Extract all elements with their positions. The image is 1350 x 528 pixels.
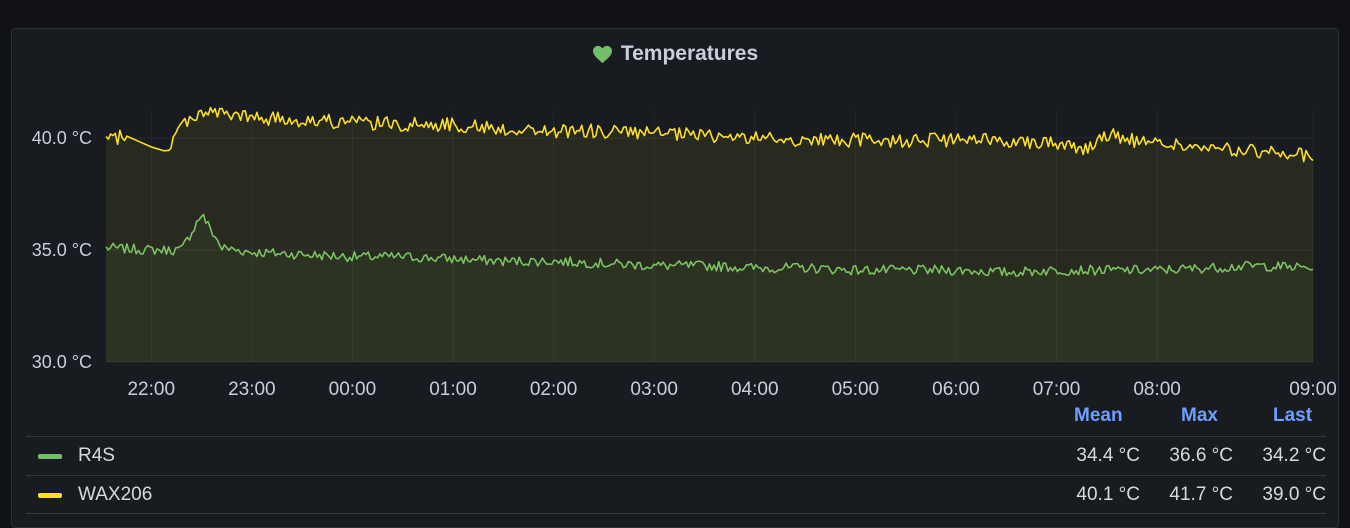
legend-header-max[interactable]: Max [1181,405,1218,426]
series-area-r4s [106,214,1313,362]
x-tick-label: 04:00 [731,379,779,400]
legend-swatch [38,453,62,459]
x-tick-label: 00:00 [329,379,377,400]
legend-mean-value: 40.1 °C [1076,484,1140,505]
y-tick-label: 40.0 °C [32,128,92,148]
legend-divider [26,513,1326,514]
dashboard-top-strip [0,0,1350,28]
legend-row-r4s[interactable]: R4S 34.4 °C 36.6 °C 34.2 °C [26,436,1326,475]
legend-header-mean[interactable]: Mean [1074,405,1123,426]
legend-series-name[interactable]: R4S [78,445,115,466]
x-tick-label: 01:00 [429,379,477,400]
x-tick-label: 22:00 [127,379,175,400]
panel-title[interactable]: Temperatures [0,42,1350,66]
legend-swatch [38,492,62,498]
legend-last-value: 39.0 °C [1262,484,1326,505]
x-tick-label: 07:00 [1033,379,1081,400]
x-tick-label: 05:00 [832,379,880,400]
y-tick-label: 35.0 °C [32,240,92,260]
x-tick-label: 02:00 [530,379,578,400]
legend-mean-value: 34.4 °C [1076,445,1140,466]
legend-series-name[interactable]: WAX206 [78,484,153,505]
x-tick-label: 23:00 [228,379,276,400]
series-area-wax206 [106,107,1313,362]
legend-header-last[interactable]: Last [1273,405,1313,426]
x-tick-label: 06:00 [932,379,980,400]
x-tick-label: 03:00 [630,379,678,400]
legend-max-value: 41.7 °C [1169,484,1233,505]
series-line-wax206 [105,106,1314,163]
legend-max-value: 36.6 °C [1169,445,1233,466]
series-line-r4s [105,213,1314,277]
panel-title-text: Temperatures [620,42,759,65]
y-tick-label: 30.0 °C [32,352,92,372]
legend-row-wax206[interactable]: WAX206 40.1 °C 41.7 °C 39.0 °C [26,475,1326,514]
x-tick-label: 08:00 [1133,379,1181,400]
x-tick-label: 09:00 [1289,379,1337,400]
heart-icon [592,45,612,63]
temperatures-panel [11,28,1339,528]
legend-last-value: 34.2 °C [1262,445,1326,466]
